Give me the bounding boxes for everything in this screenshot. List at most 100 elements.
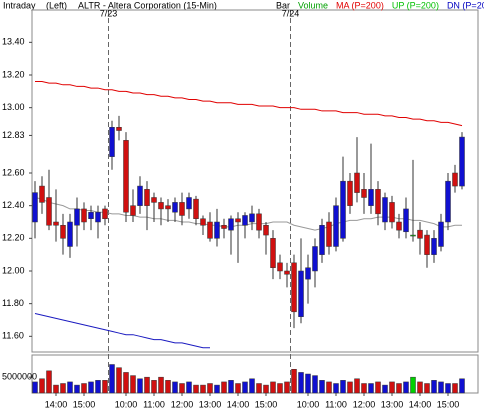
chart-title: ALTR - Altera Corporation (15-Min) [78,0,217,10]
candle-body [459,136,465,187]
volume-bar [396,383,402,394]
candle-body [403,208,409,233]
volume-bar [95,380,101,394]
volume-tick-label: 5000000 [2,372,37,382]
volume-bar [74,384,80,394]
candle-body [207,221,213,239]
legend-item: MA (P=200) [336,0,384,10]
volume-bar [46,370,52,394]
candle-body [445,180,451,223]
candle-body [186,197,192,210]
volume-bar [144,376,150,394]
candle-body [312,246,318,272]
side: (Left) [46,0,67,10]
x-tick-label: 12:00 [353,399,376,409]
candle-body [424,234,430,255]
candle-body [53,221,59,226]
volume-bar [109,364,115,394]
candle-body [340,180,346,239]
legend-item: DN (P=200) [447,0,484,10]
candle-body [417,229,423,239]
volume-bar [130,375,136,394]
volume-bar [305,373,311,394]
candle-body [256,213,262,231]
volume-bar [263,384,269,394]
volume-bar [32,381,38,394]
volume-bar [158,376,164,394]
candle-body [333,205,339,247]
volume-bar [284,381,290,394]
candle-body [242,215,248,226]
candle-body [284,270,290,275]
volume-bar [298,372,304,394]
x-tick-label: 11:00 [325,399,347,409]
candle-body [60,225,66,239]
legend-item: UP (P=200) [392,0,439,10]
y-tick-label: 12.20 [2,233,25,243]
candle-body [410,234,416,237]
x-tick-label: 13:00 [199,399,222,409]
volume-bar [88,381,94,394]
candle-body [347,180,353,206]
legend-item: Bar [276,0,290,10]
volume-bar [340,380,346,394]
legend-item: Volume [298,0,328,10]
x-tick-label: 15:00 [73,399,96,409]
y-tick-label: 13.40 [2,37,25,47]
volume-bar [39,378,45,394]
x-tick-label: 13:00 [381,399,404,409]
volume-bar [242,381,248,394]
candle-body [193,198,199,219]
volume-bar [326,381,332,394]
candle-body [130,205,136,216]
candle-body [46,197,52,226]
candle-body [123,140,129,213]
volume-bar [361,383,367,394]
candle-body [361,189,367,198]
volume-bar [67,381,73,394]
volume-bar [60,383,66,394]
candle-body [452,172,458,187]
volume-bar [270,381,276,394]
period: Intraday [3,0,36,10]
volume-bar [221,381,227,394]
x-tick-label: 14:00 [409,399,432,409]
candle-body [39,185,45,203]
candle-body [116,127,122,131]
candle-body [200,218,206,226]
volume-bar [382,384,388,394]
x-tick-label: 15:00 [255,399,278,409]
session-label: 7/24 [282,8,300,18]
candle-body [438,221,444,247]
volume-bar [200,384,206,394]
volume-bar [445,383,451,394]
candle-body [165,205,171,210]
volume-bar [249,378,255,394]
volume-bar [102,380,108,394]
candle-body [354,172,360,193]
candle-body [74,208,80,226]
candle-body [109,127,115,157]
candle-body [396,221,402,231]
volume-bar [347,381,353,394]
volume-bar [214,384,220,394]
y-tick-label: 11.60 [2,331,24,341]
candle-body [81,208,87,223]
volume-bar [417,381,423,394]
candle-body [235,218,241,223]
candle-body [368,189,374,206]
session-label: 7/23 [100,8,118,18]
x-tick-label: 11:00 [143,399,165,409]
volume-bar [431,380,437,394]
indicator-line [34,312,210,349]
candle-body [382,197,388,223]
candle-body [102,208,108,219]
volume-bar [312,375,318,394]
candle-body [137,185,143,206]
candle-body [326,221,332,247]
candle-body [179,202,185,216]
y-tick-label: 12.40 [2,200,25,210]
x-tick-label: 14:00 [45,399,68,409]
indicator-line [35,81,463,127]
